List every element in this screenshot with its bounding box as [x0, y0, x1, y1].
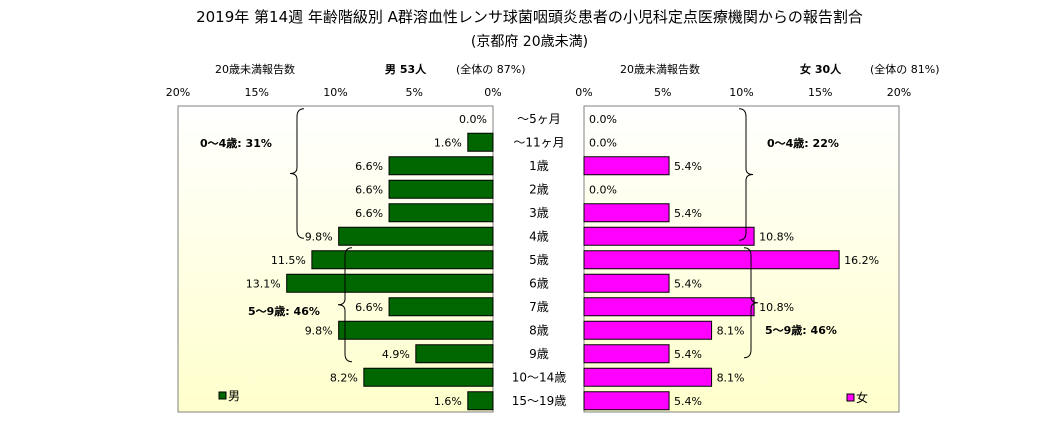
female-data-label: 8.1%	[717, 371, 745, 384]
male-5-9-annotation: 5～9歳: 46%	[248, 304, 320, 318]
category-label: 4歳	[529, 229, 549, 243]
male-bar	[363, 367, 494, 387]
female-tick-label: 0%	[575, 86, 592, 99]
female-data-label: 16.2%	[844, 254, 879, 267]
female-data-label: 5.4%	[674, 348, 702, 361]
male-data-label: 13.1%	[246, 277, 281, 290]
male-bar	[467, 391, 494, 411]
category-label: 2歳	[529, 182, 549, 196]
category-label: 3歳	[529, 206, 549, 220]
male-bar	[338, 226, 494, 246]
category-label: 8歳	[529, 323, 549, 337]
category-label: 6歳	[529, 276, 549, 290]
male-data-label: 9.8%	[305, 230, 333, 243]
female-data-label: 0.0%	[589, 113, 617, 126]
male-5-9-brace	[337, 247, 353, 363]
female-bar	[583, 344, 670, 364]
male-legend-swatch	[218, 391, 227, 400]
female-bar	[583, 226, 755, 246]
female-count: 女 30人	[800, 63, 842, 76]
male-0-4-annotation: 0～4歳: 31%	[200, 136, 272, 150]
category-label: 15～19歳	[512, 394, 567, 408]
female-data-label: 5.4%	[674, 160, 702, 173]
male-data-label: 6.6%	[355, 183, 383, 196]
female-legend-label: 女	[856, 390, 868, 405]
female-0-4-brace	[738, 108, 754, 241]
category-label: 5歳	[529, 253, 549, 267]
female-bar	[583, 203, 670, 223]
category-label: 9歳	[529, 347, 549, 361]
male-0-4-brace	[289, 108, 305, 239]
female-bar	[583, 273, 670, 293]
female-data-label: 0.0%	[589, 183, 617, 196]
category-label: ～5ヶ月	[517, 112, 561, 126]
male-bar	[415, 344, 494, 364]
male-bar	[388, 203, 494, 223]
category-label: 10～14歳	[512, 370, 567, 384]
male-axis-caption: 20歳未満報告数	[215, 63, 295, 76]
female-axis-caption: 20歳未満報告数	[620, 63, 700, 76]
male-data-label: 6.6%	[355, 301, 383, 314]
male-tick-label: 10%	[323, 86, 347, 99]
female-tick-label: 15%	[808, 86, 832, 99]
female-data-label: 10.8%	[759, 301, 794, 314]
female-data-label: 0.0%	[589, 136, 617, 149]
male-data-label: 4.9%	[382, 348, 410, 361]
male-data-label: 9.8%	[305, 324, 333, 337]
female-bar	[583, 156, 670, 176]
female-tick-label: 5%	[654, 86, 671, 99]
male-bar	[311, 250, 494, 270]
category-label: 1歳	[529, 159, 549, 173]
male-data-label: 11.5%	[271, 254, 306, 267]
female-bar	[583, 297, 755, 317]
male-tick-label: 15%	[245, 86, 269, 99]
female-data-label: 8.1%	[717, 324, 745, 337]
female-0-4-annotation: 0～4歳: 22%	[767, 136, 839, 150]
male-bar	[286, 273, 494, 293]
male-share: (全体の 87%)	[456, 63, 526, 76]
male-data-label: 6.6%	[355, 207, 383, 220]
female-tick-label: 10%	[729, 86, 753, 99]
female-bar	[583, 320, 713, 340]
chart-subtitle: (京都府 20歳未満)	[470, 34, 589, 50]
male-data-label: 0.0%	[459, 113, 487, 126]
category-label: ～11ヶ月	[513, 135, 564, 149]
male-tick-label: 20%	[166, 86, 190, 99]
female-bar	[583, 367, 713, 387]
female-5-9-annotation: 5～9歳: 46%	[765, 323, 837, 337]
female-bar	[583, 250, 840, 270]
female-tick-label: 20%	[887, 86, 911, 99]
female-legend-swatch	[846, 393, 855, 402]
female-5-9-brace	[743, 247, 759, 359]
female-data-label: 5.4%	[674, 395, 702, 408]
male-data-label: 1.6%	[434, 136, 462, 149]
female-bar	[583, 391, 670, 411]
male-count: 男 53人	[385, 63, 427, 76]
male-data-label: 6.6%	[355, 160, 383, 173]
category-label: 7歳	[529, 300, 549, 314]
male-bar	[388, 156, 494, 176]
female-data-label: 5.4%	[674, 277, 702, 290]
male-tick-label: 0%	[484, 86, 501, 99]
chart-title: 2019年 第14週 年齢階級別 A群溶血性レンサ球菌咽頭炎患者の小児科定点医療…	[196, 8, 863, 26]
male-bar	[467, 132, 494, 152]
male-data-label: 1.6%	[434, 395, 462, 408]
male-data-label: 8.2%	[330, 371, 358, 384]
female-share: (全体の 81%)	[870, 63, 940, 76]
male-tick-label: 5%	[406, 86, 423, 99]
male-bar	[338, 320, 494, 340]
female-data-label: 10.8%	[759, 230, 794, 243]
male-bar	[388, 179, 494, 199]
male-legend-label: 男	[228, 389, 240, 403]
male-bar	[388, 297, 494, 317]
female-data-label: 5.4%	[674, 207, 702, 220]
